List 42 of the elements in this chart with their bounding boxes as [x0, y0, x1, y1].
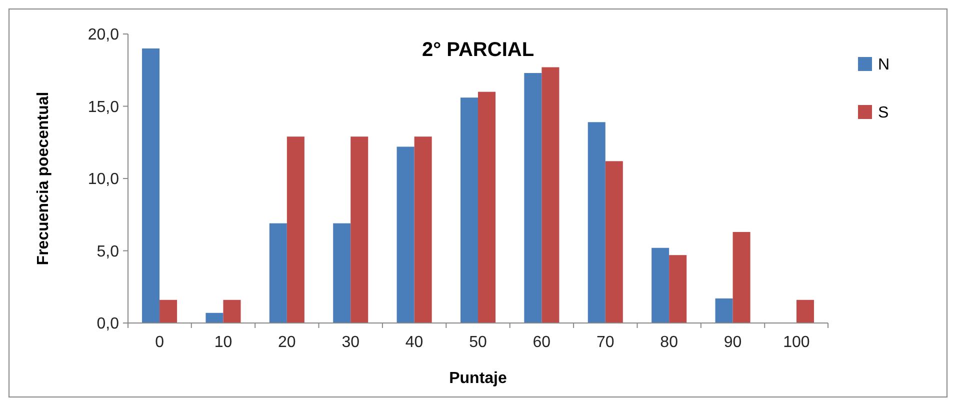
y-tick-label: 0,0	[96, 316, 120, 333]
bar	[588, 122, 606, 323]
legend-label: N	[878, 56, 890, 74]
bar	[223, 300, 241, 323]
bar	[396, 146, 414, 323]
bar	[715, 298, 733, 323]
y-tick-label: 5,0	[96, 243, 120, 260]
bar	[460, 98, 478, 323]
x-tick-label: 70	[596, 334, 614, 351]
y-tick-label: 15,0	[88, 98, 120, 116]
bar	[524, 73, 542, 323]
x-tick-label: 60	[532, 334, 551, 351]
bar	[669, 255, 687, 323]
x-tick-label: 10	[214, 334, 232, 351]
bar	[286, 136, 304, 323]
y-tick-label: 10,0	[88, 171, 120, 188]
x-tick-label: 50	[469, 334, 487, 351]
x-tick-label: 40	[405, 334, 424, 351]
y-tick-label: 20,0	[88, 26, 120, 44]
x-tick-label: 100	[783, 334, 810, 351]
legend-label: S	[878, 104, 889, 122]
x-tick-label: 80	[660, 334, 678, 351]
bar	[269, 223, 287, 323]
x-tick-label: 90	[724, 334, 742, 351]
x-tick-label: 20	[278, 334, 296, 351]
bar	[478, 92, 496, 323]
bar	[732, 232, 750, 323]
x-axis-title: Puntaje	[449, 370, 507, 387]
bar	[160, 300, 178, 323]
bar	[605, 161, 623, 323]
bar	[206, 312, 224, 323]
bar	[796, 300, 814, 323]
bar	[333, 223, 351, 323]
bar	[652, 248, 670, 323]
bar	[350, 136, 368, 323]
x-tick-label: 0	[155, 334, 164, 351]
bar	[542, 67, 560, 323]
bar	[414, 136, 432, 323]
bar	[142, 48, 160, 323]
x-tick-label: 30	[342, 334, 360, 351]
y-axis-title: Frecuencia poecentual	[35, 92, 52, 266]
chart-title: 2° PARCIAL	[422, 39, 534, 61]
